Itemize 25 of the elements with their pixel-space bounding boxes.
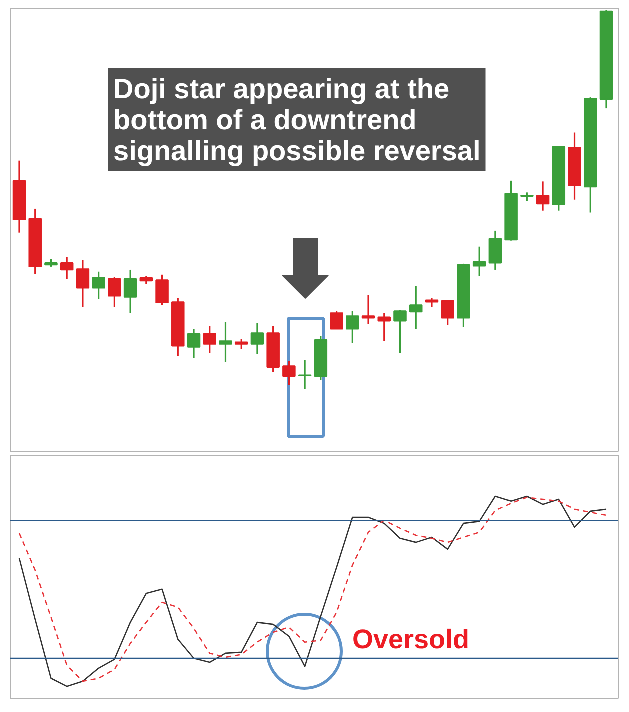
candlestick xyxy=(536,180,550,212)
candlestick xyxy=(394,309,407,354)
candlestick xyxy=(76,259,90,308)
candlestick xyxy=(330,310,344,330)
candlestick xyxy=(92,271,106,300)
candlestick xyxy=(219,321,232,364)
candlestick xyxy=(378,312,392,342)
candlestick xyxy=(234,338,248,350)
candlestick xyxy=(156,274,169,306)
annotation: Doji star appearing at the bottom of a downtrend signalling possible reversal xyxy=(114,74,481,166)
candlestick xyxy=(441,299,454,326)
annotation: Oversold xyxy=(352,624,470,654)
candlestick xyxy=(250,322,264,355)
candlestick xyxy=(108,276,122,308)
candlestick xyxy=(298,359,312,390)
candlestick xyxy=(60,256,74,280)
candlestick xyxy=(409,285,423,330)
candlestick xyxy=(282,360,296,386)
candlestick xyxy=(472,246,486,277)
candlestick xyxy=(203,325,216,354)
candlestick xyxy=(124,269,138,314)
candlestick xyxy=(346,310,360,344)
candlestick xyxy=(425,297,439,308)
candlestick xyxy=(362,294,376,325)
candlestick xyxy=(187,328,201,360)
